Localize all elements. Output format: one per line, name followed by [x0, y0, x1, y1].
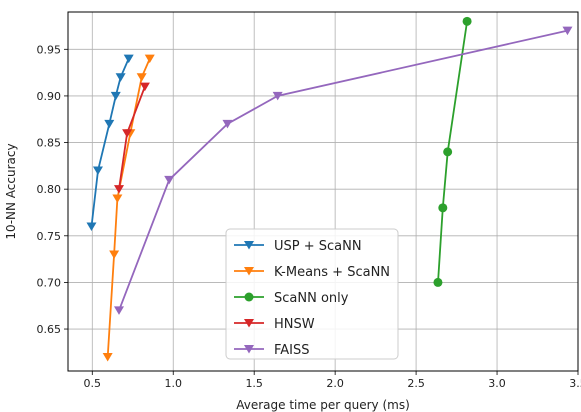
data-point [136, 73, 147, 82]
legend-item: FAISS [234, 343, 310, 358]
legend: USP + ScaNN K-Means + ScaNN ScaNN only HNSW… [225, 228, 399, 360]
data-point [123, 54, 134, 64]
data-point [443, 147, 453, 157]
legend-label: ScaNN only [274, 291, 349, 306]
data-point [114, 185, 124, 194]
legend-marker [244, 267, 254, 276]
series-3 [114, 82, 150, 194]
grid [68, 12, 579, 371]
x-tick-label: 1.5 [245, 377, 263, 390]
y-tick-label: 0.80 [37, 183, 62, 196]
y-axis-label: 10-NN Accuracy [4, 143, 18, 239]
legend-box [225, 228, 399, 360]
data-point [104, 119, 115, 129]
legend-label: FAISS [274, 343, 310, 358]
data-point [438, 203, 448, 213]
series-0 [86, 54, 134, 231]
data-point [272, 91, 283, 101]
data-point [222, 119, 233, 129]
series-4 [114, 26, 573, 315]
x-tick-label: 1.0 [164, 377, 182, 390]
data-point [102, 353, 113, 362]
data-point [92, 166, 103, 176]
legend-label: USP + ScaNN [274, 239, 362, 254]
y-tick-label: 0.65 [37, 323, 62, 336]
data-point [112, 194, 123, 203]
legend-item: ScaNN only [234, 291, 349, 306]
legend-marker [244, 345, 254, 354]
data-point [114, 306, 124, 315]
legend-label: K-Means + ScaNN [274, 265, 390, 280]
data-point [86, 222, 97, 231]
legend-item: USP + ScaNN [234, 239, 362, 254]
data-point [109, 250, 120, 259]
series-layer [86, 16, 573, 362]
x-tick-label: 0.5 [84, 377, 102, 390]
series-2 [433, 16, 472, 287]
legend-marker [244, 241, 254, 250]
x-tick-label: 3.5 [569, 377, 581, 390]
x-axis-label: Average time per query (ms) [236, 398, 410, 412]
plot-frame [67, 11, 579, 372]
y-tick-label: 0.95 [37, 43, 62, 56]
series-1 [102, 54, 155, 362]
ticks: 0.5 1.0 1.5 2.0 2.5 3.0 3.5 0.65 0.70 0.75 0.80 0.8… [37, 43, 581, 390]
legend-marker [244, 292, 254, 302]
data-point [115, 73, 126, 82]
x-tick-label: 2.5 [407, 377, 425, 390]
legend-item: K-Means + ScaNN [234, 265, 390, 280]
data-point [562, 26, 573, 36]
data-point [433, 277, 443, 287]
data-point [144, 54, 155, 64]
y-tick-label: 0.75 [37, 230, 62, 243]
data-point [110, 91, 121, 101]
x-tick-label: 3.0 [488, 377, 506, 390]
legend-item: HNSW [234, 317, 315, 332]
x-tick-label: 2.0 [326, 377, 344, 390]
legend-label: HNSW [274, 317, 315, 332]
series-line [437, 21, 468, 283]
legend-marker [244, 319, 254, 328]
data-point [122, 129, 133, 138]
y-tick-label: 0.70 [37, 276, 62, 289]
y-tick-label: 0.90 [37, 90, 62, 103]
data-point [139, 82, 150, 92]
data-point [164, 175, 175, 185]
y-tick-label: 0.85 [37, 137, 62, 150]
data-point [462, 16, 472, 26]
